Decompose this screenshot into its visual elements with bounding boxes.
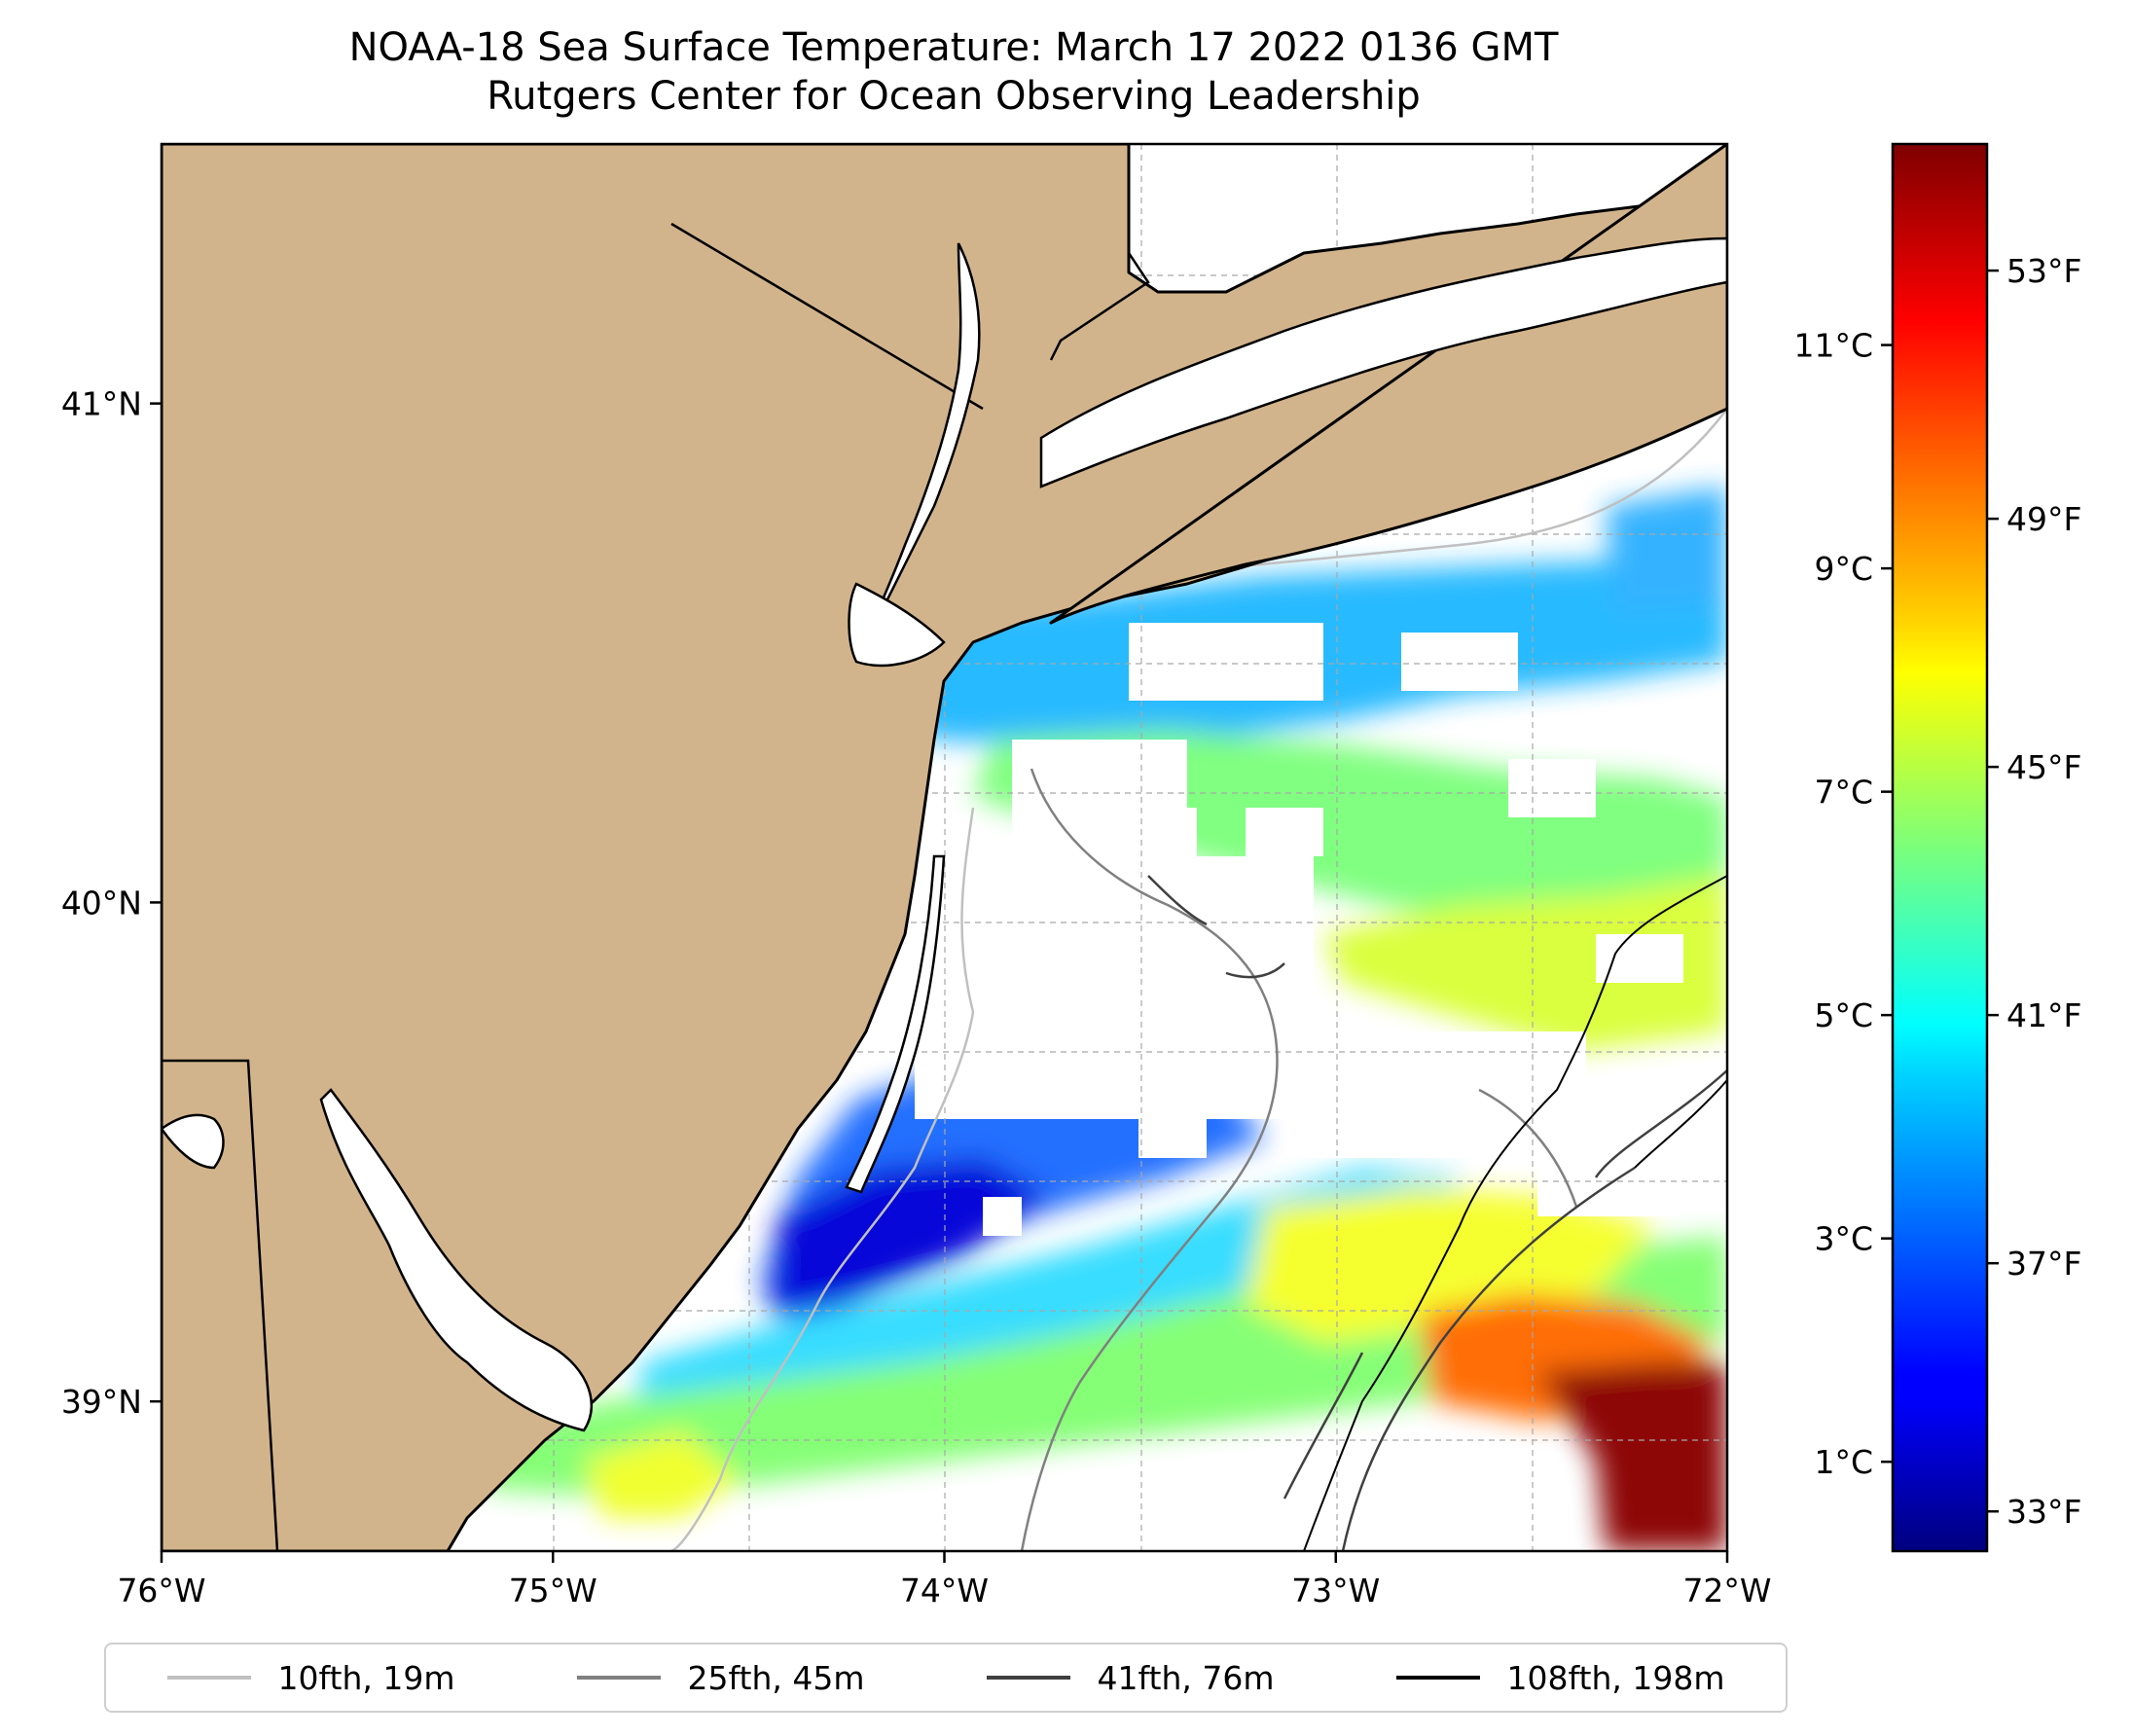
legend-label-108fth: 108fth, 198m <box>1506 1658 1725 1697</box>
sst-yellow-east <box>1323 876 1727 1051</box>
legend-label-41fth: 41fth, 76m <box>1097 1658 1275 1697</box>
colorbar-celsius-label: 9°C <box>1814 550 1873 588</box>
barnegat-bay <box>845 854 946 1194</box>
title-line-2: Rutgers Center for Ocean Observing Leade… <box>487 74 1421 119</box>
colorbar-fahrenheit-label: 49°F <box>2006 500 2081 538</box>
colorbar-celsius-label: 1°C <box>1814 1443 1873 1481</box>
sst-delaware-yellow <box>584 1430 740 1518</box>
x-tick-label: 76°W <box>117 1572 205 1609</box>
long-island-sound <box>1039 236 1727 488</box>
y-axis: 41°N 40°N 39°N <box>61 385 162 1421</box>
colorbar-fahrenheit-label: 41°F <box>2006 996 2081 1034</box>
sst-dark-blue <box>769 1158 1051 1314</box>
colorbar <box>1891 142 1989 1553</box>
legend-swatch-41fth <box>986 1676 1070 1680</box>
map-title: NOAA-18 Sea Surface Temperature: March 1… <box>0 23 1907 121</box>
x-tick-label: 75°W <box>509 1572 597 1609</box>
x-axis: 76°W 75°W 74°W 73°W 72°W <box>117 1551 1772 1609</box>
legend-item-10fth: 10fth, 19m <box>166 1658 455 1697</box>
colorbar-fahrenheit-label: 37°F <box>2006 1245 2081 1283</box>
legend-swatch-108fth <box>1395 1676 1480 1680</box>
x-tick-label: 73°W <box>1291 1572 1380 1609</box>
colorbar-celsius-label: 5°C <box>1814 996 1873 1034</box>
y-tick-label: 39°N <box>61 1383 142 1421</box>
map-figure: 76°W 75°W 74°W 73°W 72°W 41°N 40°N 39°N 1°C 3°C… <box>61 142 2081 1609</box>
no-data-holes <box>915 623 1683 1236</box>
state-borders <box>162 144 1150 1551</box>
colorbar-celsius-label: 11°C <box>1793 327 1873 365</box>
colorbar-fahrenheit-label: 53°F <box>2006 252 2081 290</box>
title-line-1: NOAA-18 Sea Surface Temperature: March 1… <box>348 25 1559 70</box>
legend-item-108fth: 108fth, 198m <box>1395 1658 1725 1697</box>
colorbar-celsius-label: 7°C <box>1814 774 1873 812</box>
y-tick-label: 41°N <box>61 385 142 423</box>
legend-item-41fth: 41fth, 76m <box>986 1658 1275 1697</box>
legend: 10fth, 19m 25fth, 45m 41fth, 76m 108fth,… <box>104 1643 1788 1713</box>
delaware-bay <box>319 1088 594 1432</box>
isobath-25fth <box>1020 768 1578 1551</box>
legend-item-25fth: 25fth, 45m <box>576 1658 865 1697</box>
sst-nyb-east <box>1606 487 1727 613</box>
estuaries <box>162 236 1727 1432</box>
x-tick-label: 72°W <box>1682 1572 1771 1609</box>
legend-label-25fth: 25fth, 45m <box>687 1658 865 1697</box>
chesapeake-inlet <box>162 1113 225 1170</box>
isobath-41fth <box>1147 875 1727 1551</box>
y-tick-label: 40°N <box>61 884 142 922</box>
x-tick-label: 74°W <box>900 1572 989 1609</box>
new-york-harbor <box>848 582 946 668</box>
colorbar-fahrenheit-label: 45°F <box>2006 748 2081 786</box>
legend-swatch-25fth <box>576 1676 661 1680</box>
legend-swatch-10fth <box>166 1676 251 1680</box>
colorbar-fahrenheit-label: 33°F <box>2006 1493 2081 1531</box>
legend-label-10fth: 10fth, 19m <box>277 1658 455 1697</box>
colorbar-ticks: 1°C 3°C 5°C 7°C 9°C 11°C 33°F 37°F 41°F 45°F 49°F 5… <box>1793 252 2081 1531</box>
sst-hot-core <box>1537 1362 1727 1551</box>
isobath-108fth <box>1303 875 1727 1551</box>
colorbar-celsius-label: 3°C <box>1814 1220 1873 1258</box>
